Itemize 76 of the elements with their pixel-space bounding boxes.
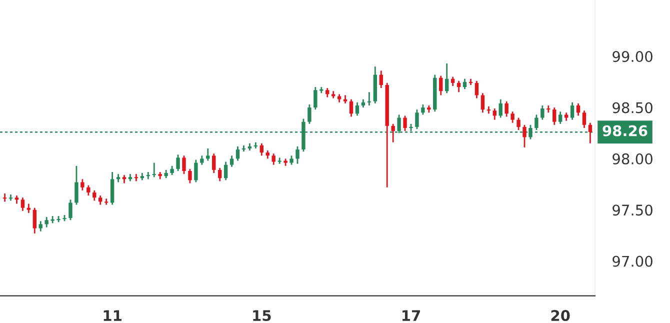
candlestick xyxy=(415,108,419,130)
candlestick xyxy=(462,78,467,90)
candlestick xyxy=(450,76,455,87)
candlestick xyxy=(92,190,96,202)
candlestick xyxy=(188,168,192,184)
candlestick xyxy=(170,165,174,176)
candlestick xyxy=(224,161,228,181)
candlestick xyxy=(260,142,264,156)
candlestick xyxy=(32,207,36,234)
candlestick xyxy=(492,108,496,120)
candlestick xyxy=(367,91,372,106)
candlestick xyxy=(212,152,216,174)
ref-line-label: 98.26 xyxy=(602,125,648,136)
candlestick xyxy=(2,192,7,202)
candlestick xyxy=(439,75,443,96)
candlestick xyxy=(421,104,425,116)
candlestick xyxy=(134,173,138,182)
candlestick xyxy=(349,98,354,118)
candlestick xyxy=(522,124,526,148)
candlestick xyxy=(296,146,300,164)
candlestick xyxy=(44,216,48,228)
candlestick xyxy=(456,80,461,93)
candlestick xyxy=(182,154,186,175)
candlestick xyxy=(74,165,78,206)
candlestick xyxy=(38,220,42,232)
y-tick-label: 97.50 xyxy=(612,204,652,216)
y-tick-label: 98.50 xyxy=(612,102,652,114)
candlestick xyxy=(486,106,491,114)
candlestick xyxy=(510,110,514,124)
candlestick xyxy=(355,102,360,116)
candlestick xyxy=(152,162,156,178)
candlestick xyxy=(498,98,502,118)
candlestick xyxy=(26,203,31,214)
candlestick xyxy=(68,198,72,221)
candlestick xyxy=(146,171,150,180)
candlestick xyxy=(194,159,198,183)
candlestick xyxy=(576,102,580,116)
candlestick xyxy=(98,194,102,206)
candlestick xyxy=(200,154,204,166)
x-tick-label: 17 xyxy=(402,310,420,321)
candlestick xyxy=(80,178,84,192)
candlestick xyxy=(582,110,586,129)
x-tick-label: 15 xyxy=(253,310,271,322)
candlestick xyxy=(236,146,240,162)
candlestick xyxy=(474,80,479,99)
candlestick xyxy=(444,62,449,94)
candlestick xyxy=(230,154,234,168)
candlestick xyxy=(272,152,276,166)
candlestick xyxy=(516,117,520,131)
candlestick xyxy=(206,148,210,162)
candlestick xyxy=(540,104,544,120)
candlestick xyxy=(552,106,556,126)
candlestick xyxy=(218,167,222,182)
candlestick xyxy=(326,87,330,98)
candlestick xyxy=(546,104,550,114)
y-tick-label: 99.00 xyxy=(612,51,652,62)
candlestick xyxy=(110,171,114,206)
candlestick xyxy=(104,198,108,206)
x-tick-label: 20 xyxy=(551,310,570,322)
candlestick xyxy=(480,92,485,114)
candlestick xyxy=(403,114,407,132)
y-tick-label: 98.00 xyxy=(612,153,652,164)
candlestick xyxy=(86,184,90,196)
candlestick xyxy=(176,154,180,172)
x-tick-label: 11 xyxy=(104,310,122,321)
candlestick xyxy=(20,196,25,212)
candlestick xyxy=(570,102,574,120)
candlestick xyxy=(504,100,508,118)
candlestick xyxy=(588,122,592,144)
candlestick xyxy=(391,123,395,143)
candlestick xyxy=(558,110,562,125)
candlestick xyxy=(379,70,383,89)
candlestick xyxy=(314,86,318,110)
candlestick xyxy=(290,154,294,166)
candlestick xyxy=(308,104,312,125)
y-tick-label: 97.00 xyxy=(612,256,652,267)
